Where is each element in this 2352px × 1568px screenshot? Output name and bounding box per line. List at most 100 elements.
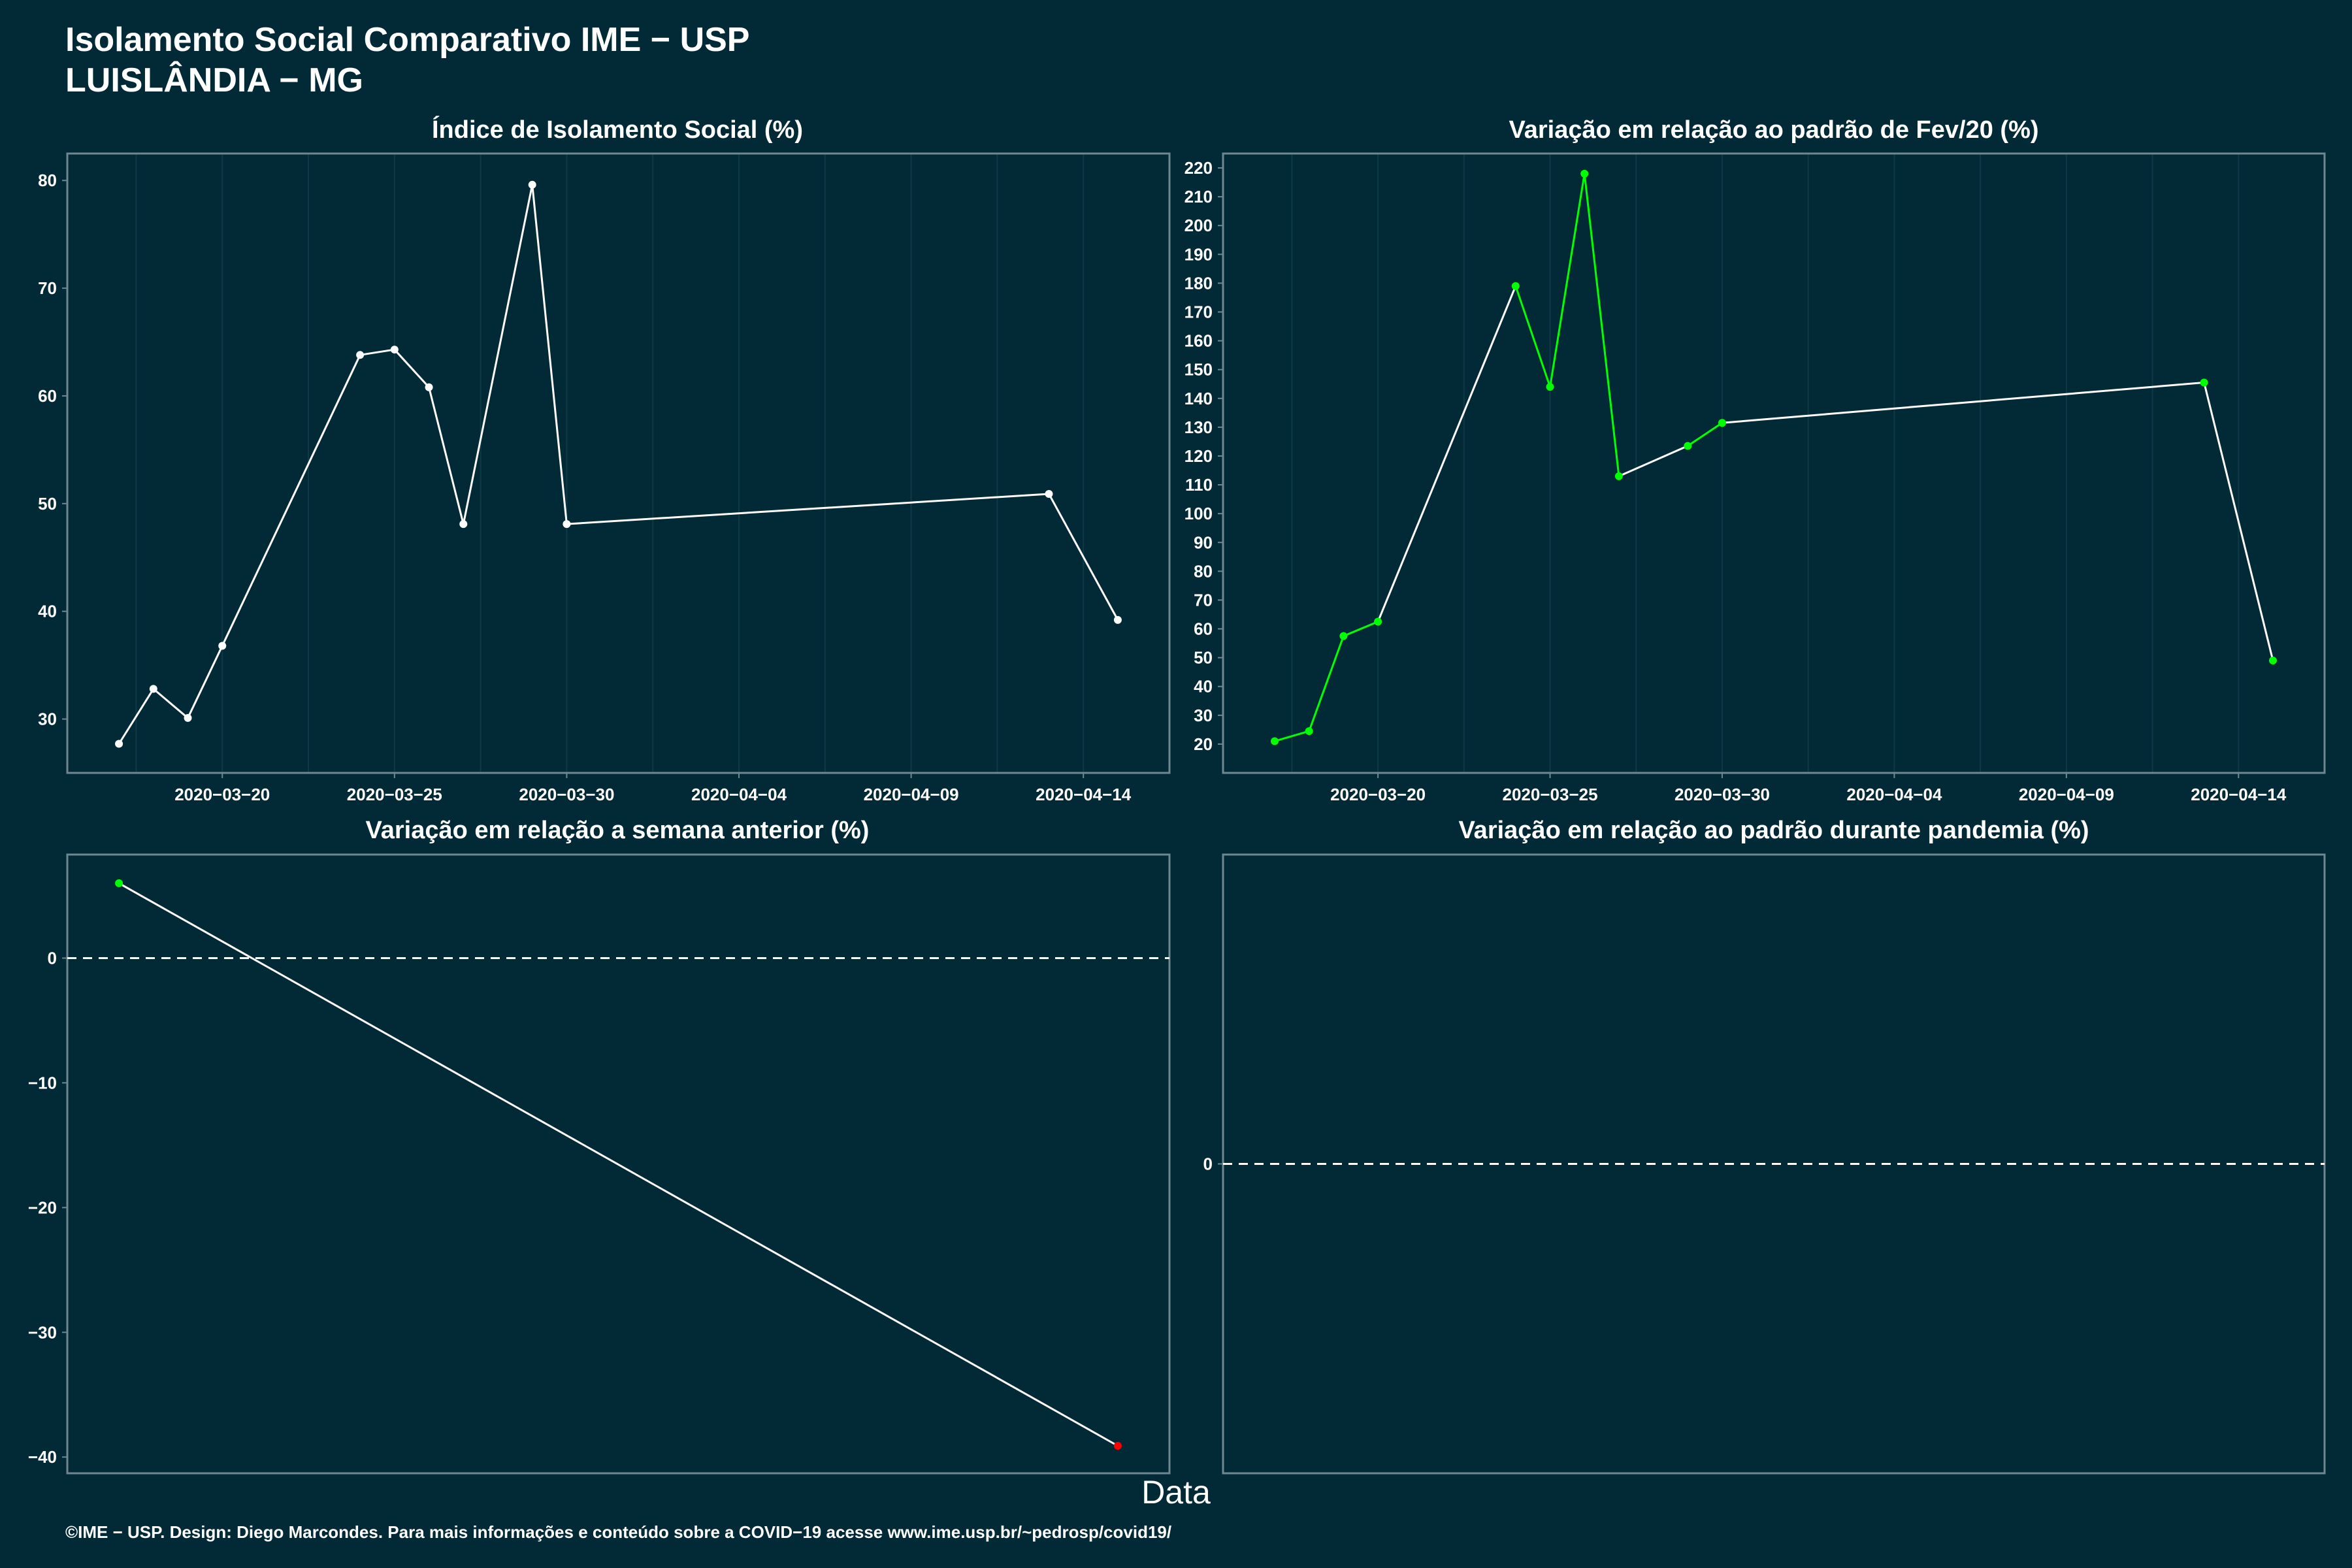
series-segment [359,348,395,356]
y-tick-label: 30 [1194,706,1213,725]
y-tick-label: 110 [1185,475,1213,495]
data-point [563,520,571,529]
panel-title-isolation-index: Índice de Isolamento Social (%) [431,116,803,144]
y-tick-label: 180 [1184,273,1213,293]
footer-credits: ©IME − USP. Design: Diego Marcondes. Par… [65,1522,1172,1542]
data-point [149,685,157,693]
series-segment [1308,636,1345,732]
data-point [218,642,227,650]
y-tick-label: 0 [48,948,57,968]
series-segment [187,645,223,719]
panel-border [66,152,1171,774]
series-segment [118,882,1119,1447]
series-segment [1549,173,1586,387]
y-tick-label: 120 [1184,446,1213,466]
data-point [115,879,123,887]
panel-title-feb-variation: Variação em relação ao padrão de Fev/20 … [1509,116,2039,144]
x-tick-label: 2020−03−20 [174,785,270,804]
x-axis-label: Data [1141,1474,1211,1511]
y-tick-label: 170 [1184,302,1213,322]
series-segment [2203,382,2274,661]
data-point [1271,737,1279,745]
y-tick-label: 70 [1194,590,1213,610]
page-title: Isolamento Social Comparativo IME − USP [65,21,750,59]
x-tick-label: 2020−04−09 [864,785,959,804]
y-tick-label: 40 [38,602,57,621]
y-tick-label: −40 [28,1447,57,1467]
y-tick-label: 140 [1184,389,1213,408]
y-tick-label: 220 [1184,158,1213,178]
series-segment [1514,286,1551,387]
series-segment [462,184,534,525]
y-tick-label: 130 [1184,417,1213,437]
data-point [1113,1441,1122,1450]
series-segment [1618,445,1688,478]
title-block: Isolamento Social Comparativo IME − USP … [65,20,750,101]
data-point [528,180,536,189]
x-tick-label: 2020−04−09 [2019,785,2114,804]
data-point [1614,472,1623,480]
y-tick-label: 80 [38,171,57,190]
series-segment [393,349,430,388]
x-tick-label: 2020−04−14 [2191,785,2287,804]
data-point [2200,378,2208,387]
data-point [115,740,123,748]
data-point [184,713,192,722]
panel-title-pandemic-variation: Variação em relação ao padrão durante pa… [1458,817,2089,844]
data-point [1374,617,1382,626]
y-tick-label: −10 [28,1073,57,1092]
y-tick-label: 190 [1184,244,1213,264]
x-tick-label: 2020−03−30 [1674,785,1770,804]
panel-border [66,853,1171,1475]
y-tick-label: 50 [1194,648,1213,668]
x-tick-label: 2020−04−04 [1846,785,1942,804]
series-segment [1274,730,1310,742]
data-point [1546,383,1554,391]
y-tick-label: 60 [38,386,57,406]
y-tick-label: 0 [1203,1154,1213,1174]
y-tick-label: −30 [28,1322,57,1342]
data-point [1511,282,1520,290]
y-tick-label: 30 [38,710,57,729]
y-tick-label: 20 [1194,734,1213,754]
data-point [1045,489,1053,498]
series-segment [1687,422,1723,447]
y-tick-label: 70 [38,278,57,298]
y-tick-label: 90 [1194,532,1213,552]
data-point [425,383,433,391]
data-point [1684,442,1692,450]
data-point [1305,727,1313,736]
x-tick-label: 2020−04−04 [691,785,787,804]
y-tick-label: 100 [1184,504,1213,523]
data-point [356,351,365,359]
series-segment [152,688,189,719]
data-point [1580,169,1589,178]
y-tick-label: 210 [1184,187,1213,206]
series-segment [1583,173,1620,477]
y-tick-label: 60 [1194,619,1213,639]
series-segment [1377,286,1517,623]
series-segment [221,354,361,647]
x-tick-label: 2020−04−14 [1036,785,1132,804]
data-point [459,520,468,529]
x-tick-label: 2020−03−25 [347,785,442,804]
panel-border [1222,152,2326,774]
series-segment [1343,621,1379,637]
y-tick-label: 200 [1184,216,1213,235]
y-tick-label: −20 [28,1198,57,1217]
data-point [1339,632,1348,640]
panel-title-weekly-variation: Variação em relação a semana anterior (%… [365,817,870,844]
data-point [1718,419,1726,427]
series-segment [118,688,155,745]
data-point [2268,657,2277,665]
page-subtitle: LUISLÂNDIA − MG [65,61,363,99]
y-tick-label: 50 [38,494,57,514]
series-segment [428,387,465,525]
data-point [390,346,399,354]
series-segment [1722,382,2204,424]
x-tick-label: 2020−03−30 [519,785,614,804]
data-point [1113,615,1122,624]
y-tick-label: 80 [1194,561,1213,581]
series-segment [1048,493,1119,621]
